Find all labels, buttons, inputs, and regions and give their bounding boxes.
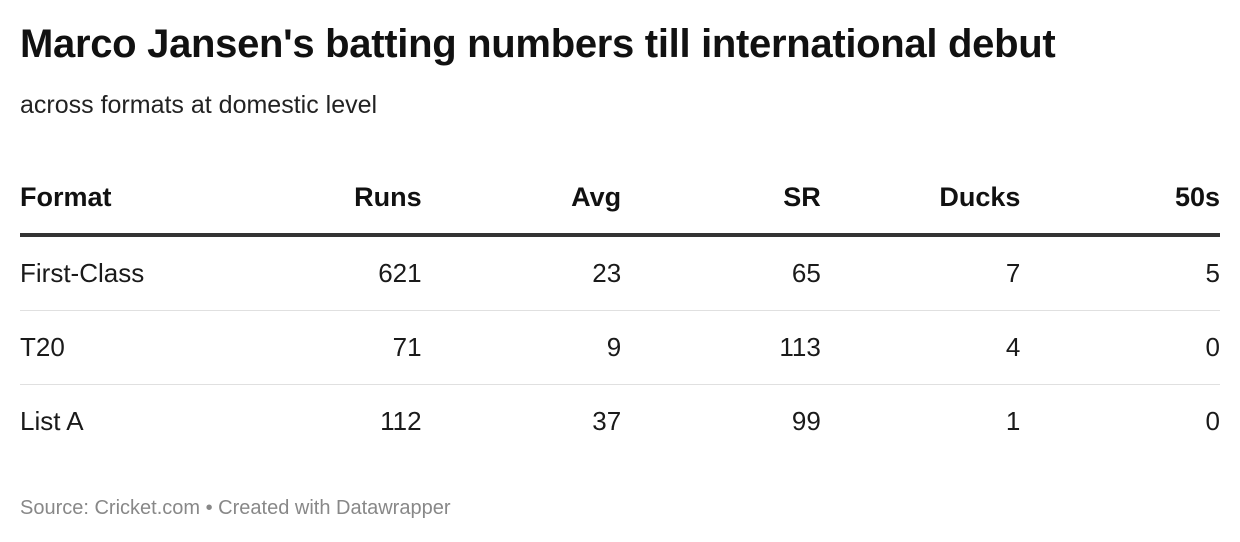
chart-subtitle: across formats at domestic level (20, 91, 378, 119)
table-row: First-Class 621 23 65 7 5 (20, 235, 1220, 311)
cell-50s: 0 (1020, 310, 1220, 385)
header-ducks: Ducks (820, 161, 1021, 237)
cell-runs: 71 (222, 310, 422, 385)
table-row: T20 71 9 113 4 0 (20, 310, 1220, 385)
table-row: List A 112 37 99 1 0 (20, 385, 1220, 459)
chart-title: Marco Jansen's batting numbers till inte… (20, 22, 1056, 66)
header-format: Format (20, 161, 222, 237)
source-footer: Source: Cricket.com • Created with Dataw… (20, 497, 451, 519)
cell-sr: 99 (791, 406, 821, 436)
cell-format: T20 (20, 310, 222, 385)
cell-format: List A (20, 406, 84, 436)
cell-runs: 112 (380, 406, 422, 436)
cell-avg: 37 (592, 406, 622, 436)
cell-ducks: 1 (1005, 406, 1021, 436)
cell-avg: 23 (421, 235, 622, 311)
cell-runs: 621 (222, 235, 422, 311)
cell-format: First-Class (20, 235, 222, 311)
cell-50s: 0 (1205, 406, 1220, 436)
header-sr: SR (621, 161, 821, 237)
stats-table: Format Runs Avg SR Ducks 50s First-Class… (20, 161, 1220, 458)
cell-sr: 113 (621, 310, 821, 385)
header-50s: 50s (1020, 161, 1220, 237)
cell-sr: 65 (621, 235, 821, 311)
header-avg: Avg (421, 161, 622, 237)
header-runs: Runs (222, 161, 422, 237)
cell-ducks: 7 (820, 235, 1021, 311)
cell-avg: 9 (421, 310, 622, 385)
table-header-row: Format Runs Avg SR Ducks 50s (20, 161, 1220, 237)
cell-ducks: 4 (820, 310, 1021, 385)
cell-50s: 5 (1020, 235, 1220, 311)
